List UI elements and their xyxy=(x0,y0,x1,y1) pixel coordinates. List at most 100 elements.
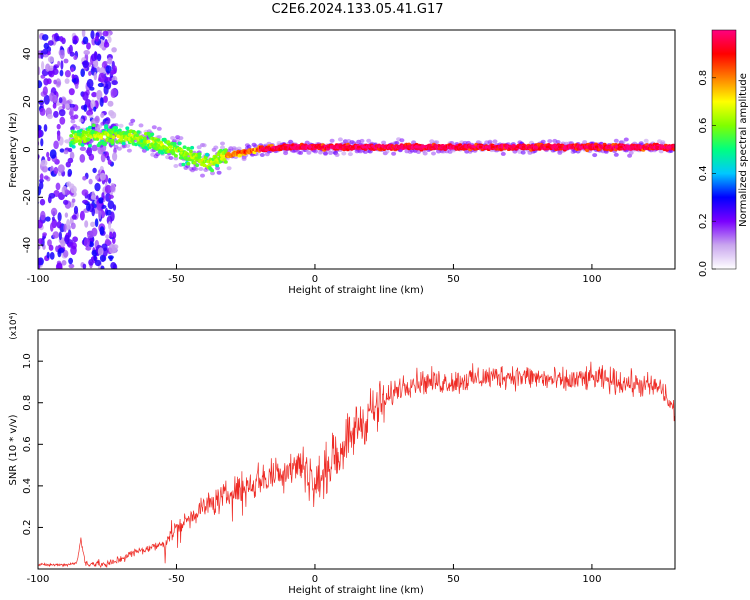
heatmap-cell xyxy=(313,149,318,154)
heatmap-cell xyxy=(661,145,666,149)
heatmap-cell xyxy=(68,257,73,265)
heatmap-cell xyxy=(606,145,611,149)
heatmap-cell xyxy=(102,142,107,147)
heatmap-cell xyxy=(33,245,38,253)
heatmap-cell xyxy=(94,218,99,228)
heatmap-cell xyxy=(619,145,623,149)
heatmap-cell xyxy=(200,173,205,178)
heatmap-cell xyxy=(213,155,218,159)
heatmap-cell xyxy=(220,145,225,150)
spectrogram-y-axis-label: Frequency (Hz) xyxy=(8,112,19,188)
heatmap-cell xyxy=(47,156,51,162)
heatmap-cell xyxy=(99,172,106,181)
heatmap-cell xyxy=(58,97,63,104)
heatmap-cell xyxy=(399,138,405,143)
y-tick-label: 0.8 xyxy=(22,395,33,411)
heatmap-cell xyxy=(341,151,347,156)
heatmap-cell xyxy=(320,145,324,149)
colorbar-tick-label: 0.2 xyxy=(698,213,709,229)
heatmap-cell xyxy=(188,149,193,154)
heatmap-cell xyxy=(38,257,42,266)
heatmap-cell xyxy=(168,156,174,160)
heatmap-cell xyxy=(491,145,495,149)
heatmap-cell xyxy=(42,86,48,96)
heatmap-cell xyxy=(466,145,471,149)
heatmap-cell xyxy=(91,207,95,217)
heatmap-cell xyxy=(150,132,155,137)
heatmap-cell xyxy=(323,151,328,156)
heatmap-cell xyxy=(68,263,75,269)
heatmap-cell xyxy=(49,252,55,260)
heatmap-cell xyxy=(431,151,436,156)
heatmap-cell xyxy=(32,227,37,233)
chart-title: C2E6.2024.133.05.41.G17 xyxy=(271,2,444,17)
heatmap-cell xyxy=(109,256,113,262)
heatmap-cell xyxy=(53,79,57,85)
heatmap-cell xyxy=(96,53,102,62)
heatmap-cell xyxy=(509,145,513,149)
heatmap-cell xyxy=(60,240,66,248)
heatmap-cell xyxy=(500,151,506,156)
heatmap-cell xyxy=(74,84,79,89)
heatmap-cell xyxy=(57,248,62,258)
heatmap-cell xyxy=(72,39,78,45)
heatmap-cell xyxy=(125,126,130,130)
heatmap-cell xyxy=(87,125,92,130)
heatmap-cell xyxy=(631,145,635,149)
heatmap-cell xyxy=(70,119,76,124)
x-tick-label: 100 xyxy=(582,574,601,585)
heatmap-cell xyxy=(405,145,410,149)
heatmap-cell xyxy=(53,166,59,175)
heatmap-cell xyxy=(116,134,121,139)
heatmap-cell xyxy=(552,145,556,149)
heatmap-cell xyxy=(173,164,179,168)
heatmap-cell xyxy=(73,205,79,215)
heatmap-cell xyxy=(38,238,43,245)
heatmap-cell xyxy=(100,153,106,163)
heatmap-cell xyxy=(110,211,115,222)
colorbar-label: Normalized spectral amplitude xyxy=(738,73,749,227)
heatmap-cell xyxy=(38,124,42,131)
y-tick-label: 0 xyxy=(22,146,33,152)
heatmap-cell xyxy=(39,198,46,206)
heatmap-cell xyxy=(71,145,76,149)
heatmap-cell xyxy=(52,68,59,75)
heatmap-cell xyxy=(108,177,112,184)
heatmap-cell xyxy=(64,139,71,144)
heatmap-cell xyxy=(70,222,76,230)
heatmap-cell xyxy=(65,234,68,243)
heatmap-cell xyxy=(430,145,434,149)
heatmap-cell xyxy=(94,259,102,267)
heatmap-cell xyxy=(90,30,95,40)
heatmap-cell xyxy=(97,247,104,256)
heatmap-cell xyxy=(52,103,57,109)
heatmap-cell xyxy=(160,151,165,155)
heatmap-cell xyxy=(99,97,104,107)
heatmap-cell xyxy=(110,262,117,269)
heatmap-cell xyxy=(107,200,115,210)
heatmap-cell xyxy=(42,48,49,55)
heatmap-cell xyxy=(347,152,353,157)
heatmap-cell xyxy=(142,136,147,140)
colorbar-frame xyxy=(711,29,737,270)
heatmap-cell xyxy=(545,145,550,149)
heatmap-cell xyxy=(110,88,118,97)
heatmap-cell xyxy=(64,189,70,196)
x-tick-label: -100 xyxy=(27,574,50,585)
heatmap-cell xyxy=(32,139,35,144)
heatmap-cell xyxy=(82,199,89,204)
heatmap-cell xyxy=(582,140,588,145)
heatmap-cell xyxy=(80,68,85,77)
heatmap-cell xyxy=(306,150,312,155)
heatmap-cell xyxy=(33,257,37,264)
heatmap-cell xyxy=(39,173,44,181)
heatmap-cell xyxy=(41,34,49,41)
heatmap-cell xyxy=(67,172,72,177)
heatmap-cell xyxy=(90,221,96,227)
heatmap-cell xyxy=(108,36,112,43)
heatmap-cell xyxy=(146,139,151,144)
heatmap-cell xyxy=(43,175,49,180)
heatmap-cell xyxy=(87,193,91,200)
heatmap-cell xyxy=(91,91,97,98)
heatmap-cell xyxy=(56,123,61,130)
